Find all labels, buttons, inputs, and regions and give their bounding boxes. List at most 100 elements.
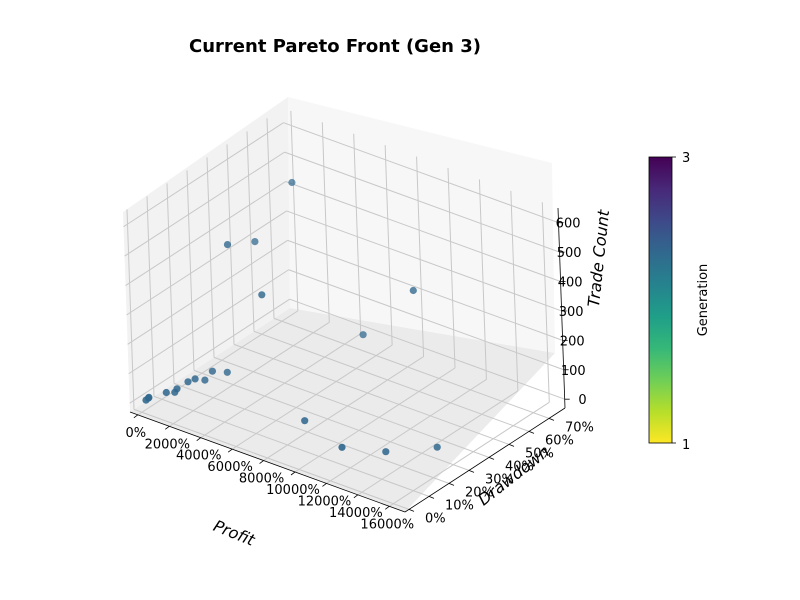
y-gridline-floor — [273, 317, 550, 419]
x-gridline-wall — [510, 190, 519, 391]
data-point — [142, 396, 150, 404]
y-tick-label: 10% — [445, 498, 474, 513]
y-tick-mark — [488, 457, 495, 460]
plot-area: 0%2000%4000%6000%8000%10000%12000%14000%… — [123, 97, 594, 532]
data-point — [223, 241, 232, 249]
z-axis-line — [557, 207, 566, 409]
z-gridline-back — [286, 210, 562, 312]
x-gridline-wall — [353, 133, 362, 334]
data-point — [258, 291, 266, 299]
z-tick-label: 400 — [558, 276, 583, 291]
y-tick-mark — [428, 496, 435, 499]
x-gridline-wall — [290, 110, 299, 311]
x-tick-label: 0% — [126, 426, 147, 441]
colorbar-title: Generation — [696, 264, 711, 337]
y-gridline-floor — [213, 356, 490, 458]
y-gridline-wall — [126, 209, 135, 410]
colorbar-gradient — [648, 156, 673, 444]
y-gridline-wall — [166, 183, 175, 384]
x-gridline-wall — [384, 145, 393, 346]
x-gridline-wall — [541, 202, 550, 403]
x-gridline-floor — [263, 356, 424, 461]
y-gridline-wall — [146, 196, 155, 397]
data-point — [208, 367, 216, 375]
z-gridline-left — [127, 239, 288, 345]
x-tick-mark — [259, 460, 264, 464]
y-tick-mark — [548, 418, 555, 421]
z-gridline-left — [124, 151, 285, 257]
y-gridline-wall — [246, 131, 255, 332]
x-tick-mark — [165, 425, 170, 430]
x-tick-label: 16000% — [360, 517, 414, 532]
y-tick-label: 0% — [425, 511, 446, 526]
x-gridline-wall — [416, 156, 425, 357]
x-tick-mark — [385, 505, 390, 510]
y-tick-label: 20% — [465, 485, 494, 500]
x-gridline-floor — [326, 379, 487, 484]
x-gridline-wall — [321, 122, 330, 323]
z-gridline-left — [123, 122, 284, 228]
y-gridline-floor — [253, 330, 530, 432]
x-gridline-wall — [447, 167, 456, 369]
y-axis-line — [404, 407, 566, 513]
x-tick-label: 14000% — [329, 506, 383, 521]
z-axis-label: Trade Count — [584, 208, 613, 308]
data-point — [359, 331, 367, 339]
data-point — [301, 417, 309, 425]
x-tick-label: 12000% — [298, 494, 352, 509]
y-gridline-wall — [206, 157, 215, 358]
z-tick-label: 100 — [561, 364, 586, 379]
colorbar-max-label: 3 — [682, 151, 690, 166]
y-tick-mark — [408, 509, 415, 512]
data-point — [288, 178, 296, 187]
x-gridline-floor — [294, 367, 456, 473]
y-tick-label: 40% — [505, 459, 534, 474]
y-tick-label: 60% — [545, 433, 574, 448]
z-gridline-back — [288, 269, 564, 371]
data-point — [162, 388, 170, 397]
data-point — [191, 375, 199, 383]
y-gridline-floor — [133, 408, 410, 510]
z-gridline-left — [129, 298, 290, 404]
y-tick-label: 30% — [485, 472, 514, 487]
x-gridline-wall — [478, 179, 487, 380]
x-tick-label: 4000% — [176, 449, 221, 464]
y-gridline-floor — [193, 369, 470, 471]
x-gridline-floor — [357, 390, 519, 496]
y-gridline-floor — [173, 382, 450, 484]
z-gridline-back — [287, 239, 563, 341]
x-axis-label: Profit — [211, 516, 258, 550]
z-tick-label: 300 — [559, 305, 584, 320]
colorbar: 3 1 Generation — [648, 151, 711, 453]
z-gridline-left — [126, 210, 287, 316]
z-tick-label: 0 — [578, 393, 586, 408]
x-gridline-floor — [200, 333, 361, 439]
data-point — [409, 286, 417, 295]
x-tick-mark — [196, 437, 201, 442]
y-gridline-wall — [266, 118, 275, 319]
colorbar-min-label: 1 — [682, 438, 690, 453]
tick-labels: 0%2000%4000%6000%8000%10000%12000%14000%… — [126, 217, 594, 533]
data-point — [173, 385, 181, 393]
z-tick-label: 600 — [556, 217, 581, 232]
x-tick-label: 8000% — [239, 472, 284, 487]
x-axis-line — [129, 411, 406, 513]
z-tick-label: 200 — [560, 334, 585, 349]
y-tick-mark — [528, 431, 535, 434]
y-gridline-floor — [233, 343, 510, 445]
x-gridline-floor — [137, 310, 299, 416]
z-gridline-back — [289, 298, 565, 400]
z-gridline-left — [128, 269, 289, 375]
y-gridline-wall — [186, 170, 195, 371]
x-gridline-floor — [231, 344, 393, 450]
data-point — [223, 368, 231, 376]
y-tick-label: 70% — [565, 420, 594, 435]
y-tick-mark — [508, 444, 515, 447]
data-point — [251, 238, 259, 246]
floor-pane — [130, 308, 555, 512]
z-gridline-back — [283, 122, 559, 224]
z-gridline-back — [284, 151, 560, 253]
grid-lines — [123, 110, 565, 510]
chart-title: Current Pareto Front (Gen 3) — [189, 36, 481, 57]
